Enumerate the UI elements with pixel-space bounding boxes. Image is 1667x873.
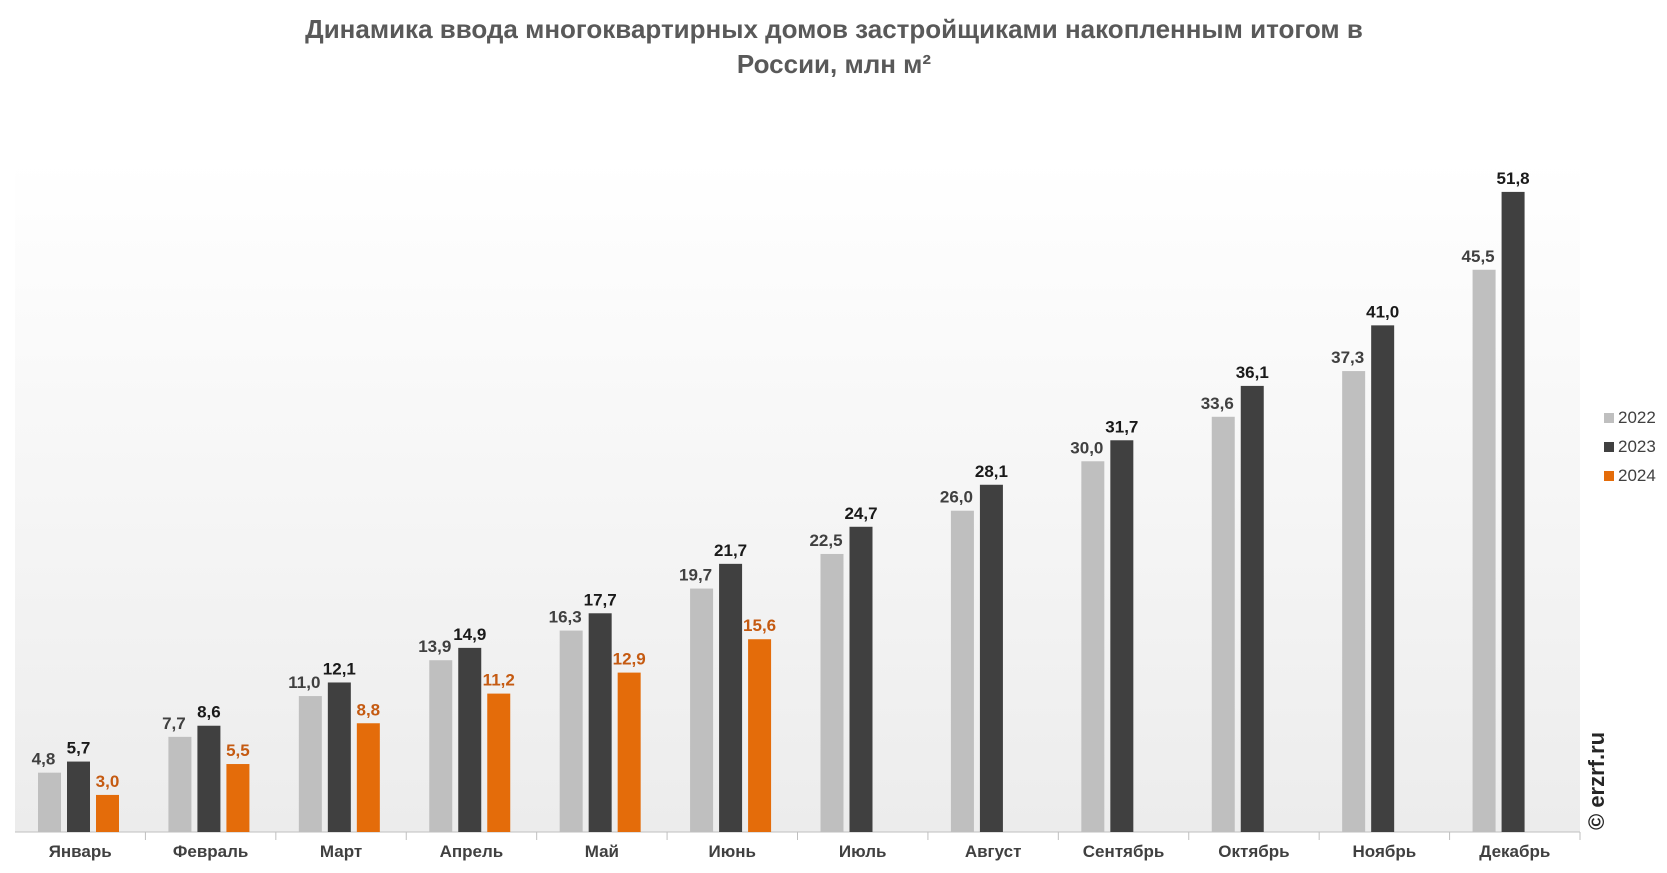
data-label-2024: 11,2 bbox=[483, 671, 515, 690]
chart-title-line-1: Динамика ввода многоквартирных домов зас… bbox=[305, 14, 1363, 44]
bar-2022 bbox=[1472, 269, 1496, 832]
bar-2023 bbox=[849, 526, 873, 832]
bar-2022 bbox=[1081, 461, 1105, 832]
legend: 2022 2023 2024 bbox=[1604, 408, 1656, 485]
data-label-2024: 15,6 bbox=[743, 616, 776, 635]
bar-2023 bbox=[1110, 440, 1134, 832]
bar-2023 bbox=[1371, 325, 1395, 832]
data-label-2023: 36,1 bbox=[1236, 363, 1269, 382]
bar-2023 bbox=[458, 647, 482, 832]
data-label-2022: 26,0 bbox=[940, 488, 973, 507]
data-label-2022: 33,6 bbox=[1201, 394, 1234, 413]
legend-label-2022: 2022 bbox=[1618, 408, 1656, 427]
x-tick-label: Ноябрь bbox=[1353, 842, 1417, 861]
bar-2023 bbox=[1240, 385, 1264, 832]
x-tick-label: Август bbox=[965, 842, 1022, 861]
x-tick-label: Май bbox=[585, 842, 619, 861]
data-label-2023: 31,7 bbox=[1105, 417, 1138, 436]
data-label-2022: 16,3 bbox=[549, 608, 582, 627]
x-tick-label: Октябрь bbox=[1218, 842, 1289, 861]
data-label-2024: 5,5 bbox=[226, 741, 250, 760]
data-label-2022: 7,7 bbox=[162, 714, 186, 733]
bars bbox=[38, 191, 1525, 832]
legend-label-2024: 2024 bbox=[1618, 466, 1656, 485]
data-label-2023: 14,9 bbox=[453, 625, 486, 644]
bar-2023 bbox=[979, 484, 1003, 832]
data-label-2022: 19,7 bbox=[679, 566, 712, 585]
bar-2023 bbox=[197, 725, 221, 832]
x-tick-label: Март bbox=[320, 842, 362, 861]
bar-2022 bbox=[1211, 416, 1235, 832]
bar-2023 bbox=[588, 613, 612, 832]
bar-2023 bbox=[67, 761, 90, 832]
bar-2024 bbox=[226, 764, 250, 832]
data-label-2024: 8,8 bbox=[357, 700, 381, 719]
data-label-2023: 28,1 bbox=[975, 462, 1008, 481]
data-label-2023: 51,8 bbox=[1497, 169, 1530, 188]
legend-swatch-2023 bbox=[1604, 442, 1614, 452]
data-label-2024: 3,0 bbox=[96, 772, 120, 791]
bar-2024 bbox=[356, 723, 380, 832]
bar-2022 bbox=[820, 553, 844, 832]
bar-2024 bbox=[617, 672, 641, 832]
data-label-2023: 21,7 bbox=[714, 541, 747, 560]
x-tick-label: Апрель bbox=[440, 842, 504, 861]
bar-2023 bbox=[719, 563, 743, 832]
bar-2022 bbox=[559, 630, 583, 832]
bar-2023 bbox=[327, 682, 351, 832]
x-axis: Январь Февраль Март Апрель Май Июнь Июль Август… bbox=[15, 831, 1581, 861]
x-tick-label: Сентябрь bbox=[1083, 842, 1165, 861]
bar-2022 bbox=[950, 510, 974, 832]
data-label-2023: 41,0 bbox=[1366, 302, 1399, 321]
data-label-2023: 8,6 bbox=[197, 703, 221, 722]
bar-2022 bbox=[38, 772, 61, 832]
data-label-2024: 12,9 bbox=[613, 650, 646, 669]
legend-label-2023: 2023 bbox=[1618, 437, 1656, 456]
data-label-2023: 5,7 bbox=[67, 739, 91, 758]
x-tick-label: Декабрь bbox=[1479, 842, 1550, 861]
bar-2024 bbox=[748, 639, 772, 832]
data-label-2022: 37,3 bbox=[1331, 348, 1364, 367]
x-tick-label: Июль bbox=[839, 842, 887, 861]
legend-swatch-2022 bbox=[1604, 413, 1614, 423]
bar-2022 bbox=[429, 660, 453, 832]
data-labels: 4,8 5,7 3,0 7,7 8,6 5,5 11,012,1 8,8 13,914,9 11,… bbox=[32, 169, 1530, 791]
data-label-2022: 11,0 bbox=[288, 673, 320, 692]
data-label-2023: 12,1 bbox=[323, 659, 356, 678]
bar-2022 bbox=[298, 696, 322, 832]
legend-swatch-2024 bbox=[1604, 471, 1614, 481]
data-label-2023: 24,7 bbox=[844, 504, 877, 523]
x-tick-label: Июнь bbox=[709, 842, 756, 861]
bar-2024 bbox=[96, 794, 119, 832]
bar-2023 bbox=[1501, 191, 1525, 832]
data-label-2023: 17,7 bbox=[584, 590, 617, 609]
data-label-2022: 13,9 bbox=[418, 637, 451, 656]
data-label-2022: 22,5 bbox=[809, 531, 842, 550]
plot-background bbox=[15, 160, 1580, 832]
bar-2022 bbox=[1342, 371, 1366, 832]
watermark: © erzrf.ru bbox=[1584, 732, 1609, 830]
x-tick-label: Февраль bbox=[173, 842, 249, 861]
data-label-2022: 45,5 bbox=[1462, 247, 1495, 266]
bar-2022 bbox=[690, 588, 714, 832]
bar-2022 bbox=[168, 736, 192, 832]
data-label-2022: 4,8 bbox=[32, 750, 56, 769]
chart-title-line-2: России, млн м² bbox=[737, 49, 931, 79]
x-tick-label: Январь bbox=[49, 842, 112, 861]
bar-2024 bbox=[487, 693, 511, 832]
data-label-2022: 30,0 bbox=[1070, 438, 1103, 457]
